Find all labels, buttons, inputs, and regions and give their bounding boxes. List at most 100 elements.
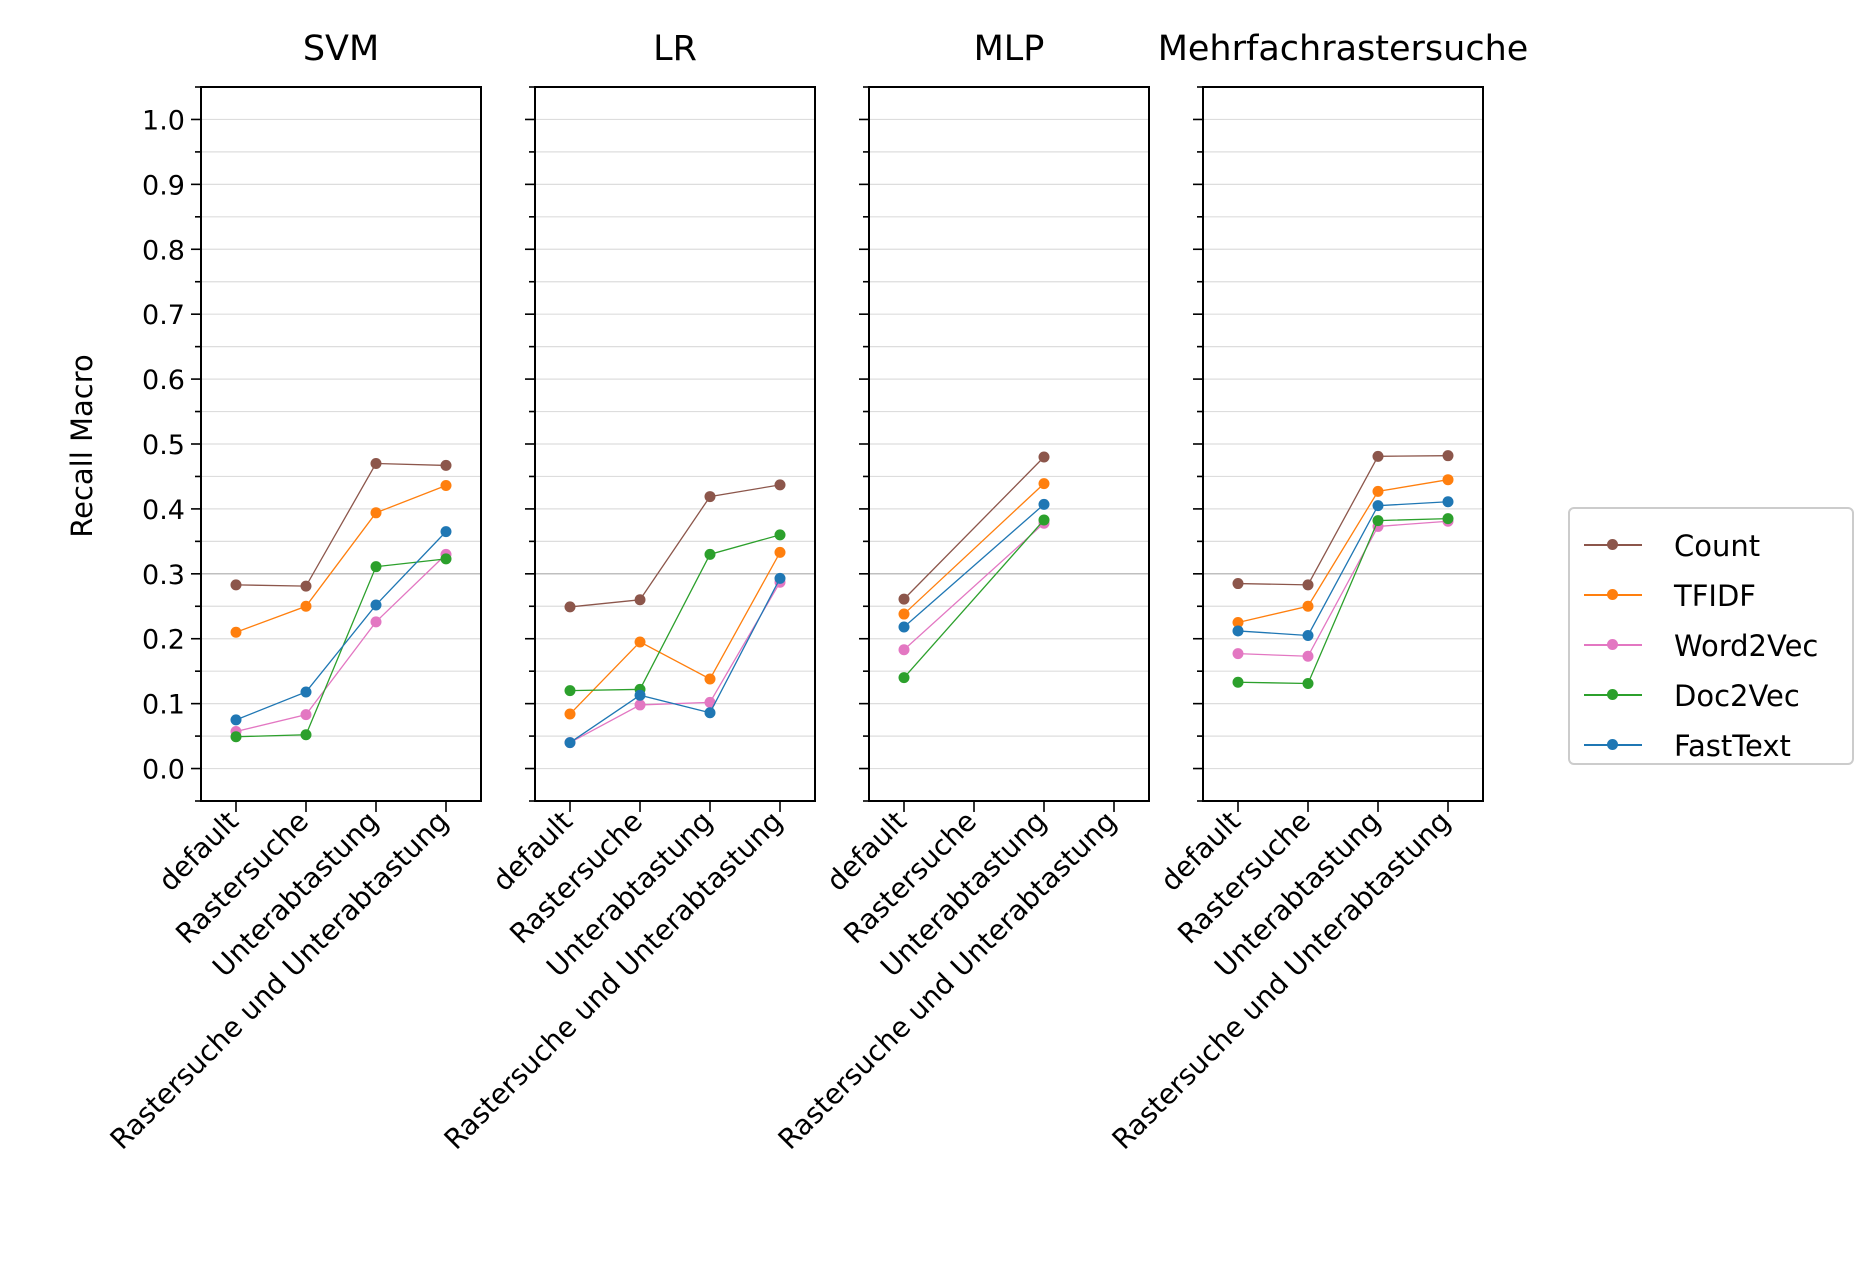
data-point [1442, 474, 1454, 486]
series-line [1237, 517, 1449, 685]
series-line [569, 484, 781, 608]
y-tick-label: 1.0 [142, 105, 185, 136]
series-word2vec [1232, 515, 1454, 662]
data-point [898, 593, 910, 605]
y-tick-label: 0.8 [142, 235, 185, 266]
data-point [1372, 515, 1384, 527]
panel-title: SVM [303, 29, 379, 69]
data-point [1232, 625, 1244, 637]
y-tick-label: 0.1 [142, 690, 185, 721]
chart-legend: Count TFIDF Word2Vec Doc2Vec FastText [1568, 507, 1854, 765]
data-point [370, 561, 382, 573]
legend-marker [1607, 589, 1618, 600]
legend-marker [1607, 539, 1618, 550]
data-point [704, 491, 716, 503]
data-point [440, 553, 452, 565]
data-point [634, 689, 646, 701]
series-line [903, 483, 1045, 615]
panel-mehrfachrastersuche: defaultRastersucheUnterabtastungRastersu… [1106, 29, 1529, 1156]
series-line [1237, 501, 1449, 637]
y-tick-label: 0.2 [142, 625, 185, 656]
data-point [1302, 650, 1314, 662]
data-point [440, 526, 452, 538]
data-point [370, 507, 382, 519]
data-point [370, 616, 382, 628]
panel-svm: 0.00.10.20.30.40.50.60.70.80.91.0default… [104, 29, 482, 1156]
y-tick-label: 0.5 [142, 430, 185, 461]
y-tick-label: 0.4 [142, 495, 185, 526]
data-point [1232, 648, 1244, 660]
data-point [230, 579, 242, 591]
series-count [1232, 450, 1454, 591]
series-line [569, 534, 781, 692]
data-point [230, 626, 242, 638]
series-tfidf [230, 480, 452, 638]
series-fasttext [1232, 496, 1454, 641]
data-point [1372, 500, 1384, 512]
series-line [235, 531, 447, 721]
data-point [230, 731, 242, 743]
series-line [903, 519, 1045, 679]
data-point [1372, 450, 1384, 462]
legend-item-tfidf: TFIDF [1570, 575, 1854, 615]
data-point [564, 685, 576, 697]
data-point [634, 594, 646, 606]
data-point [1302, 629, 1314, 641]
data-point [898, 621, 910, 633]
panel-title: MLP [974, 29, 1045, 69]
series-fasttext [898, 498, 1050, 633]
data-point [1038, 498, 1050, 510]
series-line [903, 503, 1045, 628]
legend-marker [1607, 739, 1618, 750]
data-point [1038, 451, 1050, 463]
data-point [440, 480, 452, 492]
legend-marker [1607, 689, 1618, 700]
y-axis-label: Recall Macro [65, 354, 99, 538]
data-point [898, 672, 910, 684]
data-point [564, 737, 576, 749]
series-count [898, 451, 1050, 605]
series-line [235, 462, 447, 587]
data-point [370, 599, 382, 611]
data-point [704, 707, 716, 719]
data-point [1232, 578, 1244, 590]
legend-label: Doc2Vec [1674, 679, 1800, 713]
y-tick-label: 0.7 [142, 300, 185, 331]
series-line [235, 484, 447, 633]
data-point [704, 696, 716, 708]
y-tick-label: 0.3 [142, 560, 185, 591]
data-point [564, 601, 576, 613]
panel-title: LR [653, 29, 697, 69]
data-point [1442, 513, 1454, 525]
series-tfidf [564, 546, 786, 720]
series-line [569, 552, 781, 715]
legend-label: Count [1674, 529, 1761, 563]
data-point [230, 714, 242, 726]
series-line [569, 578, 781, 744]
series-doc2vec [898, 514, 1050, 684]
data-point [774, 479, 786, 491]
data-point [1232, 676, 1244, 688]
data-point [704, 548, 716, 560]
legend-label: FastText [1674, 729, 1791, 763]
legend-item-word2vec: Word2Vec [1570, 625, 1854, 665]
data-point [774, 529, 786, 541]
panel-title: Mehrfachrastersuche [1158, 29, 1529, 69]
y-tick-label: 0.9 [142, 170, 185, 201]
data-point [300, 686, 312, 698]
axes-frame [1202, 86, 1484, 802]
legend-label: Word2Vec [1674, 629, 1819, 663]
series-line [903, 522, 1045, 651]
y-tick-label: 0.6 [142, 365, 185, 396]
series-line [1237, 520, 1449, 657]
data-point [1038, 478, 1050, 490]
data-point [300, 600, 312, 612]
legend-item-count: Count [1570, 525, 1854, 565]
series-line [235, 553, 447, 733]
data-point [1442, 496, 1454, 508]
data-point [898, 644, 910, 656]
axes-frame [200, 86, 482, 802]
data-point [564, 708, 576, 720]
data-point [1302, 579, 1314, 591]
series-count [230, 457, 452, 592]
